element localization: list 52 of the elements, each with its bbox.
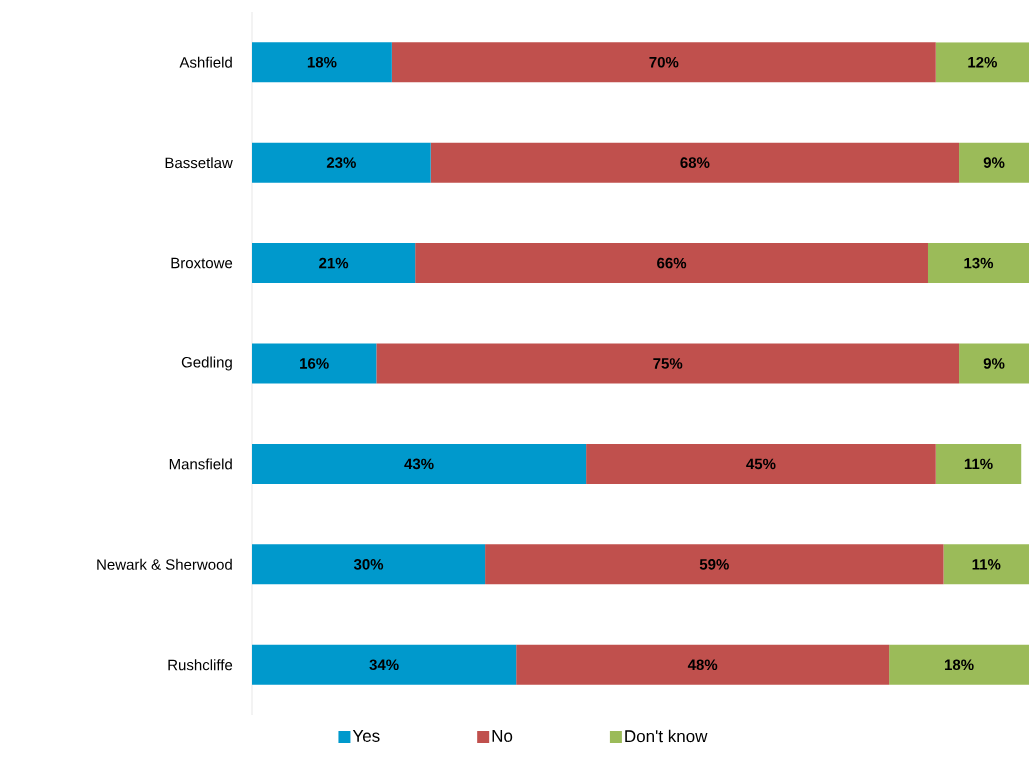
bar — [935, 443, 1022, 484]
data-label: 45% — [746, 458, 776, 470]
data-label: 11% — [964, 458, 993, 470]
data-label: 9% — [983, 358, 1005, 369]
data-label: 59% — [699, 559, 729, 570]
bar — [252, 42, 392, 83]
bar — [252, 443, 587, 484]
legend-label: Yes — [352, 730, 380, 742]
bar — [252, 243, 416, 284]
bar — [586, 443, 936, 484]
bar — [415, 243, 928, 284]
bar — [516, 644, 890, 685]
bar — [959, 142, 1029, 183]
legend-label: No — [492, 730, 513, 742]
bar — [391, 42, 936, 83]
bar — [889, 644, 1029, 685]
data-label: 23% — [326, 157, 356, 168]
data-label: 21% — [319, 257, 349, 269]
bar — [252, 142, 431, 183]
bar — [935, 42, 1029, 83]
data-label: 66% — [657, 257, 687, 269]
data-label: 11% — [972, 559, 1001, 570]
data-label: 18% — [945, 659, 974, 671]
bar — [485, 544, 944, 585]
y-tick-label: Mansfield — [169, 458, 232, 470]
bar — [430, 142, 960, 183]
data-label: 43% — [404, 458, 434, 470]
data-label: 18% — [307, 56, 337, 68]
bar — [252, 544, 486, 585]
bar — [927, 243, 1029, 284]
y-tick-label: Broxtowe — [171, 257, 233, 269]
data-label: 34% — [369, 659, 399, 671]
data-label: 68% — [680, 157, 710, 168]
y-tick-label: Ashfield — [179, 56, 232, 68]
bar — [252, 644, 517, 685]
data-label: 12% — [968, 56, 997, 68]
bar — [959, 343, 1029, 384]
legend-label: Don't know — [625, 729, 708, 743]
data-label: 75% — [653, 358, 683, 369]
data-label: 30% — [353, 559, 384, 570]
data-label: 9% — [983, 157, 1005, 168]
y-tick-label: Rushcliffe — [168, 659, 233, 671]
data-label: 16% — [300, 358, 329, 369]
y-tick-label: Newark & Sherwood — [97, 558, 232, 570]
y-tick-label: Gedling — [181, 356, 232, 371]
data-label: 70% — [649, 56, 679, 68]
bar — [943, 544, 1029, 585]
bar — [376, 343, 960, 384]
bar — [252, 343, 377, 384]
y-tick-label: Bassetlaw — [165, 157, 233, 169]
data-label: 48% — [687, 659, 718, 671]
data-label: 13% — [964, 257, 994, 269]
